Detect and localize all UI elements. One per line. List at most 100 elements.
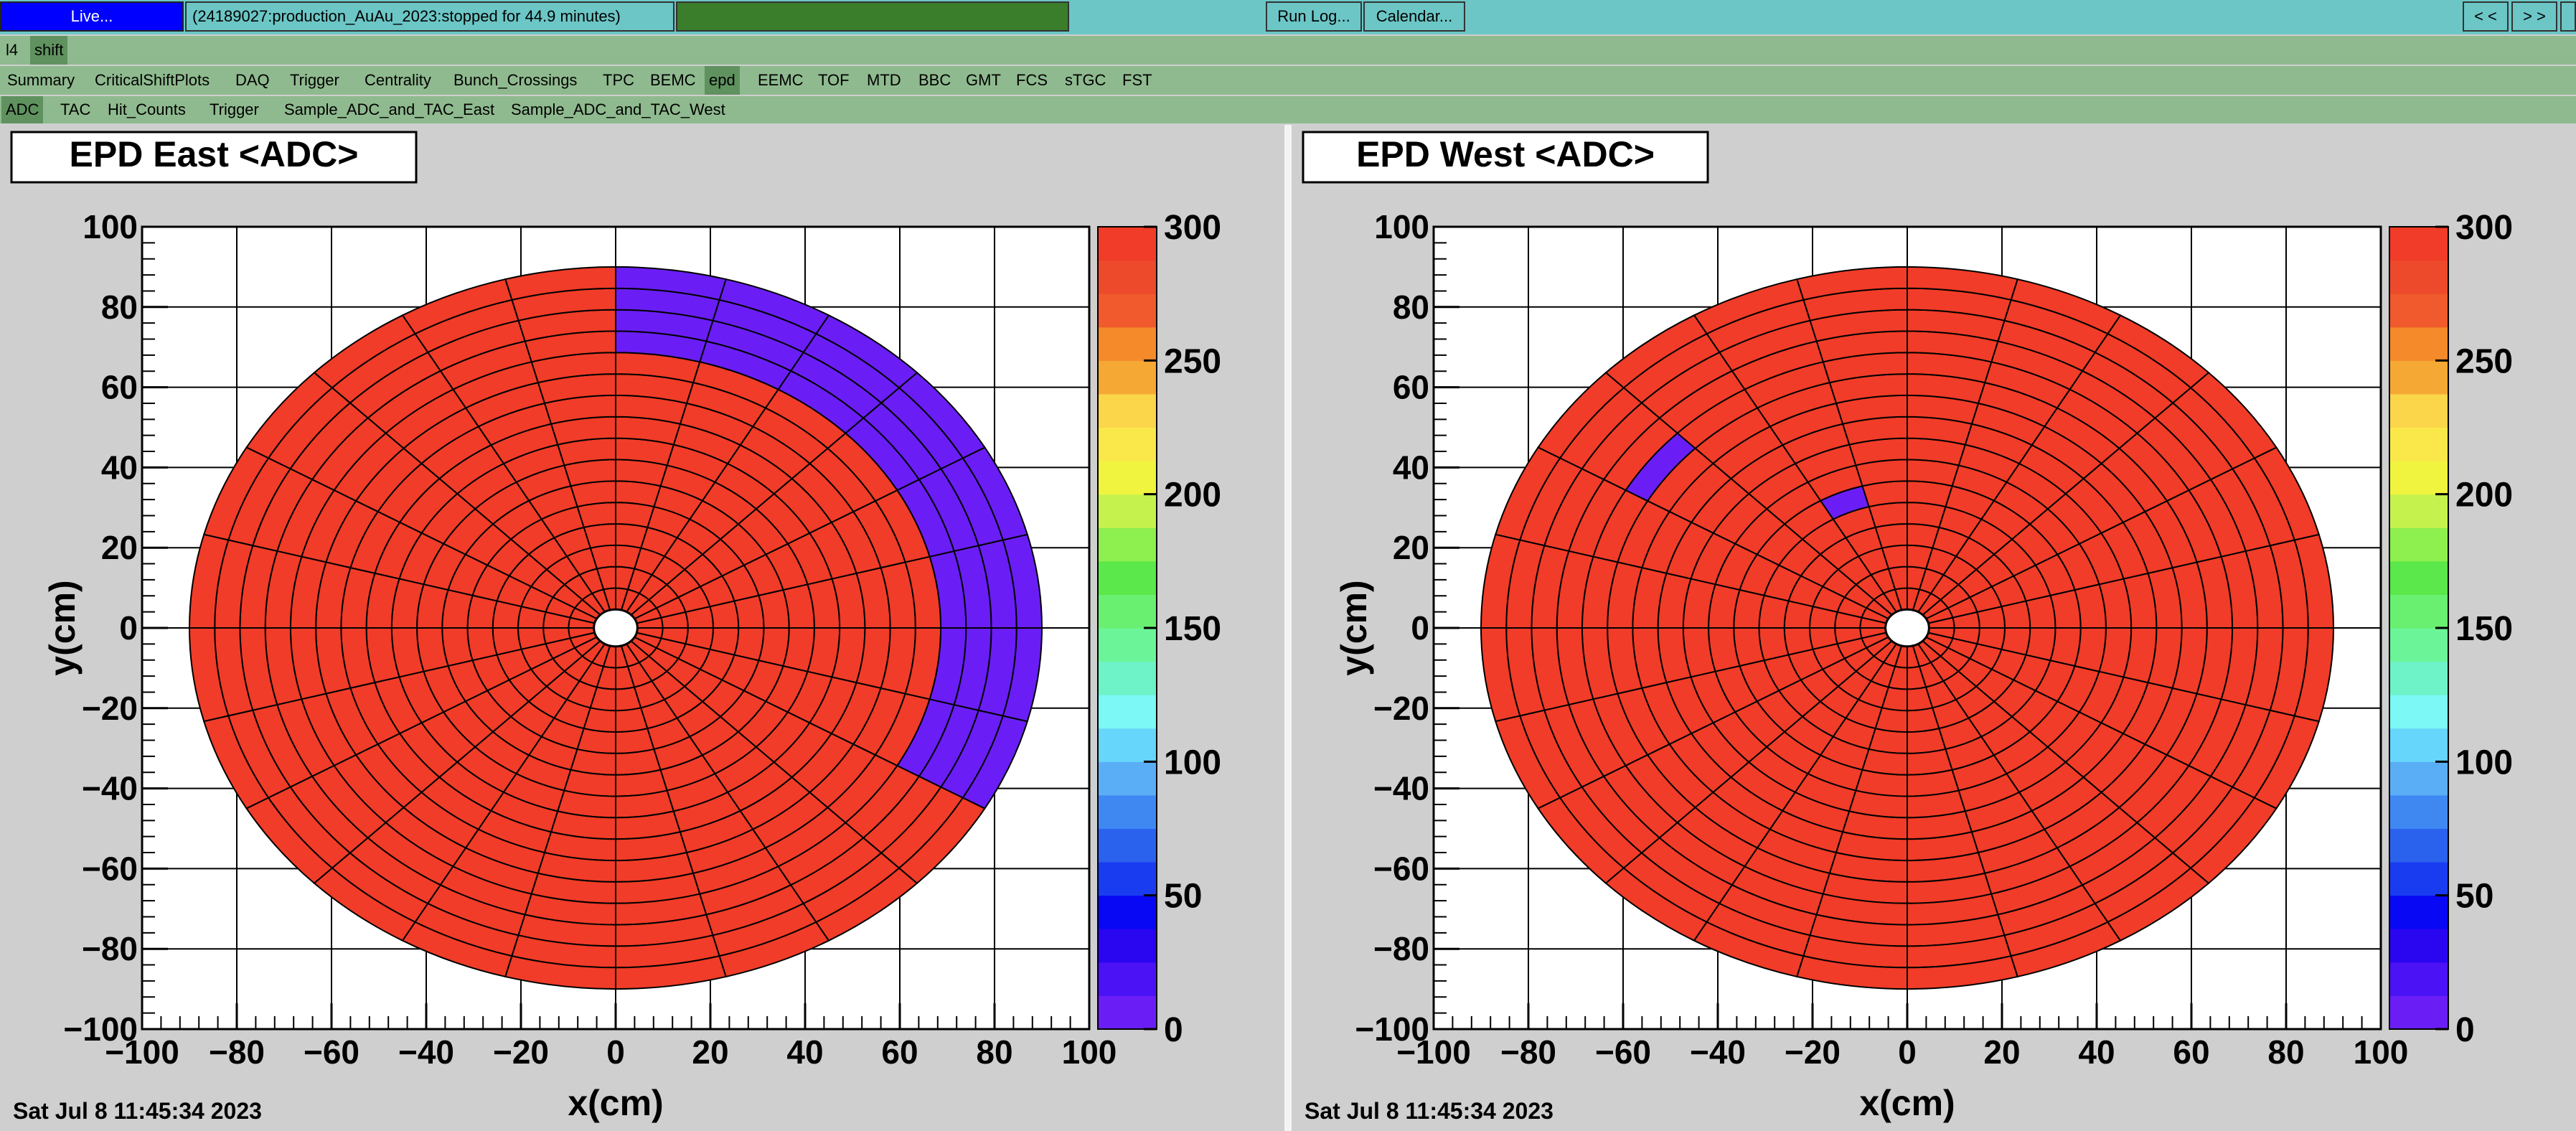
- colorbar-segment: [2389, 828, 2448, 863]
- colorbar-tick-label: 200: [1164, 477, 1221, 515]
- tab-criticalshiftplots[interactable]: CriticalShiftPlots: [95, 71, 210, 89]
- colorbar-segment: [1098, 695, 1157, 729]
- x-tick-label: 80: [2267, 1033, 2304, 1071]
- tab-sample-adc-tac-east[interactable]: Sample_ADC_and_TAC_East: [284, 100, 495, 118]
- colorbar-segment: [2389, 527, 2448, 562]
- y-tick-label: −100: [63, 1010, 138, 1048]
- colorbar-segment: [2389, 695, 2448, 729]
- tab-fst[interactable]: FST: [1122, 71, 1152, 89]
- colorbar-tick-label: 150: [1164, 610, 1221, 648]
- colorbar-segment: [1098, 728, 1157, 762]
- colorbar-segment: [1098, 794, 1157, 829]
- y-tick-label: 20: [101, 529, 138, 566]
- tab-sample-adc-tac-west[interactable]: Sample_ADC_and_TAC_West: [511, 100, 725, 118]
- tab-bemc[interactable]: BEMC: [650, 71, 696, 89]
- colorbar-tick-label: 100: [1164, 743, 1221, 782]
- timestamp: Sat Jul 8 11:45:34 2023: [1305, 1098, 1553, 1124]
- colorbar-tick-label: 0: [1164, 1011, 1183, 1049]
- epd-tile: [1907, 522, 1940, 549]
- tab-l4[interactable]: l4: [6, 41, 19, 59]
- colorbar-segment: [1098, 594, 1157, 629]
- colorbar-tick-label: 100: [2455, 743, 2513, 782]
- colorbar-segment: [2389, 560, 2448, 595]
- panel-divider[interactable]: [1284, 125, 1292, 1131]
- epd-tile: [2025, 627, 2056, 662]
- progress-bar: [676, 1, 1069, 32]
- colorbar-segment: [2389, 494, 2448, 528]
- x-tick-label: −60: [304, 1033, 359, 1071]
- y-tick-label: −80: [82, 930, 138, 967]
- tab-row-level3: ADC TAC Hit_Counts Trigger Sample_ADC_an…: [0, 96, 2576, 123]
- colorbar-segment: [2389, 728, 2448, 762]
- tab-centrality[interactable]: Centrality: [365, 71, 431, 89]
- x-tick-label: 0: [1898, 1033, 1917, 1071]
- tab-hit-counts[interactable]: Hit_Counts: [108, 100, 186, 118]
- tab-daq[interactable]: DAQ: [235, 71, 270, 89]
- x-tick-label: 20: [692, 1033, 728, 1071]
- colorbar-segment: [2389, 661, 2448, 695]
- colorbar-segment: [2389, 393, 2448, 428]
- tab-tpc[interactable]: TPC: [603, 71, 634, 89]
- tab-epd[interactable]: epd: [705, 66, 740, 95]
- y-tick-label: 0: [119, 609, 138, 647]
- colorbar-segment: [2389, 227, 2448, 261]
- colorbar-segment: [1098, 895, 1157, 929]
- tab-bunch-crossings[interactable]: Bunch_Crossings: [453, 71, 578, 89]
- y-tick-label: 100: [83, 208, 138, 245]
- run-log-button[interactable]: Run Log...: [1266, 1, 1362, 32]
- colorbar-segment: [1098, 995, 1157, 1030]
- live-button[interactable]: Live...: [0, 1, 184, 32]
- x-tick-label: 40: [786, 1033, 823, 1071]
- colorbar-segment: [1098, 294, 1157, 328]
- colorbar-segment: [1098, 628, 1157, 662]
- previous-button[interactable]: < <: [2463, 1, 2509, 32]
- colorbar-tick-label: 150: [2455, 610, 2513, 648]
- y-tick-label: −20: [1373, 690, 1429, 727]
- tab-bbc[interactable]: BBC: [918, 71, 951, 89]
- beam-hole: [1884, 608, 1930, 648]
- tab-shift[interactable]: shift: [30, 36, 68, 65]
- tab-summary[interactable]: Summary: [7, 71, 75, 89]
- x-tick-label: 60: [2173, 1033, 2209, 1071]
- tab-mtd[interactable]: MTD: [867, 71, 901, 89]
- tab-trigger-sub[interactable]: Trigger: [210, 100, 259, 118]
- x-axis-label: x(cm): [568, 1083, 663, 1123]
- epd-west-heatmap: EPD West <ADC> −100 −80 −60 −40 −20 0 20 40 60 80 1…: [1302, 131, 2513, 1124]
- x-tick-label: −80: [1500, 1033, 1556, 1071]
- tab-adc[interactable]: ADC: [1, 96, 44, 123]
- tab-fcs[interactable]: FCS: [1016, 71, 1048, 89]
- colorbar-segment: [1098, 461, 1157, 495]
- tab-trigger[interactable]: Trigger: [290, 71, 339, 89]
- colorbar-segment: [1098, 260, 1157, 294]
- x-axis-label: x(cm): [1859, 1083, 1955, 1123]
- x-tick-label: −40: [398, 1033, 454, 1071]
- tab-row-level1: l4 shift: [0, 36, 2576, 65]
- x-tick-label: −60: [1595, 1033, 1651, 1071]
- tab-tac[interactable]: TAC: [60, 100, 91, 118]
- x-tick-label: −80: [209, 1033, 265, 1071]
- top-toolbar: Live... (24189027:production_AuAu_2023:s…: [0, 0, 2576, 34]
- y-tick-label: −20: [82, 690, 138, 727]
- colorbar-segment: [1098, 327, 1157, 361]
- tab-stgc[interactable]: sTGC: [1065, 71, 1106, 89]
- tab-gmt[interactable]: GMT: [966, 71, 1001, 89]
- colorbar-segment: [2389, 594, 2448, 629]
- next-button[interactable]: > >: [2511, 1, 2557, 32]
- epd-east-panel: EPD East <ADC> −100 −80 −60 −40 −20 0 20 40 60 80 1…: [0, 125, 1284, 1131]
- epd-tile: [615, 522, 649, 549]
- colorbar-segment: [2389, 427, 2448, 461]
- epd-tile: [733, 627, 765, 662]
- toolbar-overflow-button[interactable]: [2560, 1, 2576, 32]
- colorbar-segment: [2389, 995, 2448, 1030]
- calendar-button[interactable]: Calendar...: [1363, 1, 1465, 32]
- colorbar-segment: [2389, 628, 2448, 662]
- timestamp: Sat Jul 8 11:45:34 2023: [13, 1098, 262, 1124]
- colorbar-segment: [2389, 929, 2448, 963]
- colorbar-segment: [1098, 560, 1157, 595]
- epd-tile: [1758, 594, 1790, 629]
- tab-tof[interactable]: TOF: [818, 71, 850, 89]
- epd-tile: [466, 594, 498, 629]
- y-tick-label: 80: [1393, 288, 1429, 326]
- tab-eemc[interactable]: EEMC: [758, 71, 804, 89]
- plot-title-box: [10, 131, 418, 184]
